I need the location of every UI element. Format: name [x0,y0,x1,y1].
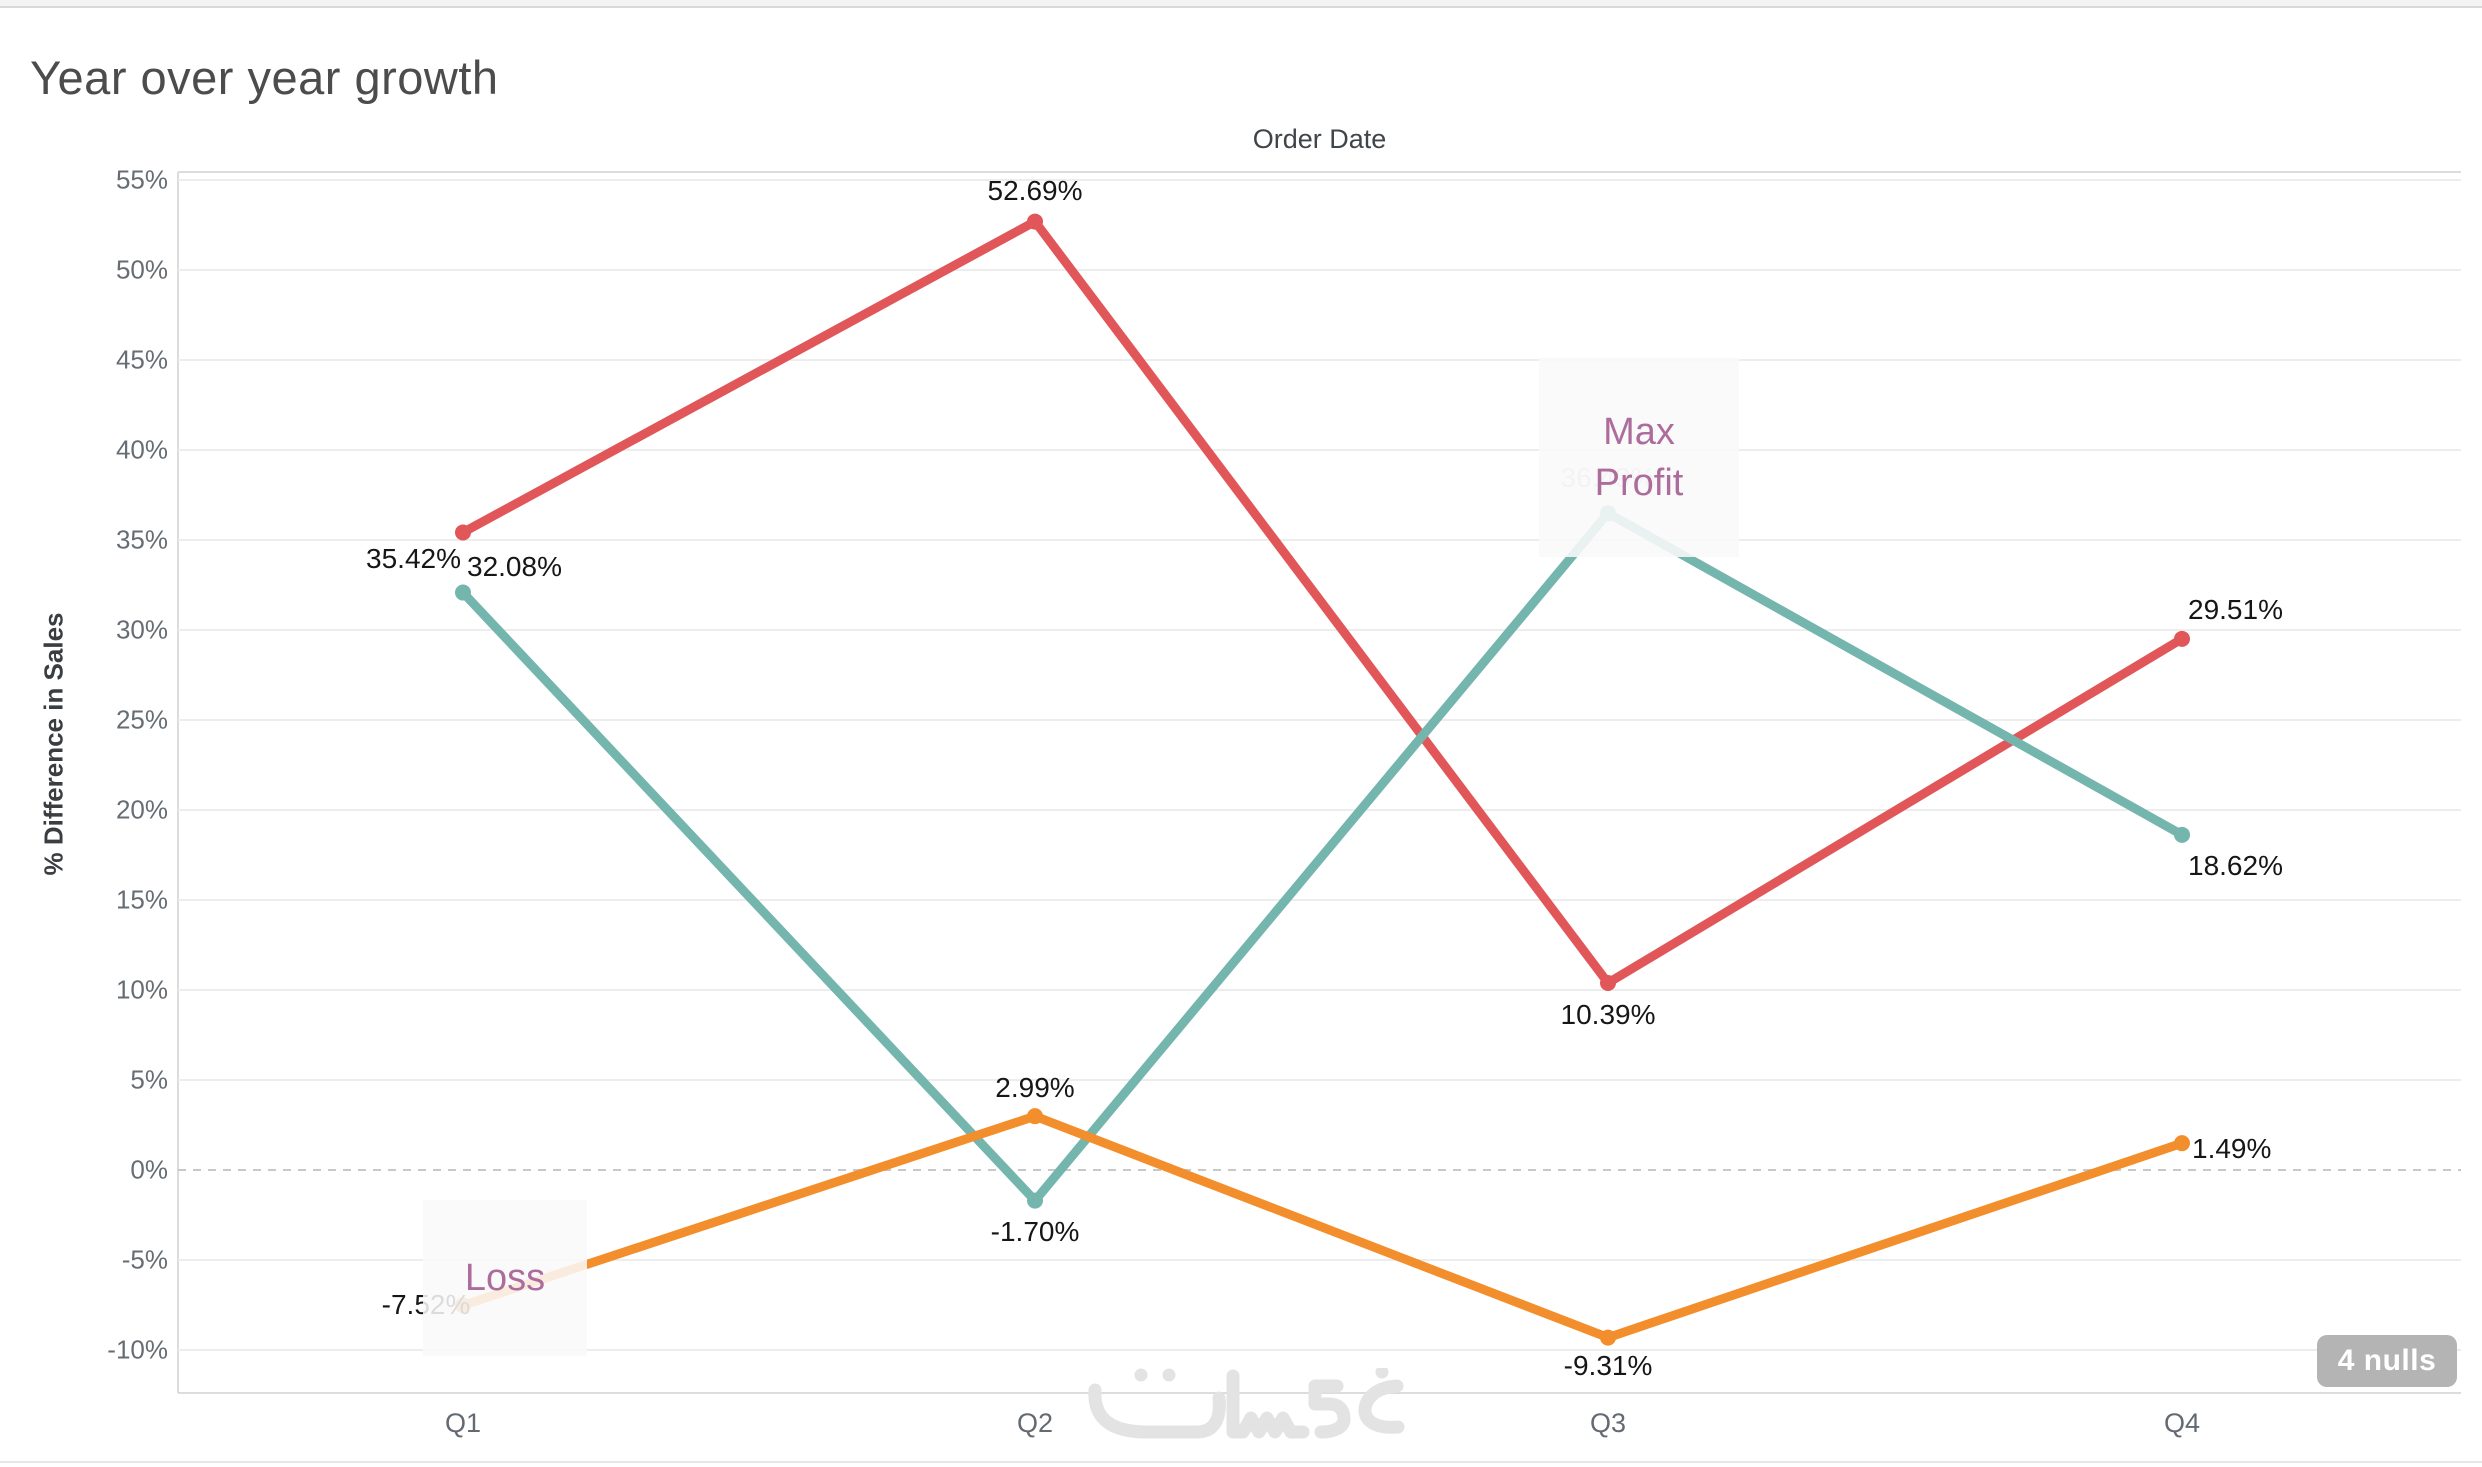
series-point-teal-Q4 [2174,826,2190,843]
series-point-red-Q3 [1600,974,1616,991]
series-point-red-Q2 [1027,213,1043,230]
series-line-teal [458,508,2187,1206]
window-top-edge [0,0,2482,8]
series-point-orange-Q2 [1027,1108,1043,1125]
series-line-red [458,217,2187,988]
series-point-teal-Q1 [455,584,471,601]
khamsat-watermark [1088,1368,1405,1439]
series-line-orange [458,1111,2187,1343]
annotation-loss[interactable]: Loss [423,1200,587,1356]
khamsat-watermark-strokes [1088,1369,1405,1439]
bottom-border [0,1461,2482,1463]
annotation-max-profit[interactable]: Max Profit [1539,358,1739,557]
annotation-loss-text: Loss [464,1256,546,1299]
series-point-red-Q1 [455,524,471,541]
series-point-teal-Q2 [1027,1192,1043,1209]
sheet-title: Year over year growth [30,51,499,104]
series-point-orange-Q3 [1600,1329,1616,1346]
series-point-red-Q4 [2174,630,2190,647]
nulls-indicator-badge[interactable]: 4 nulls [2317,1335,2457,1387]
khamsat-watermark-dots [1134,1368,1389,1382]
x-axis-title: Order Date [1252,124,1387,154]
series-point-orange-Q4 [2174,1135,2190,1152]
annotation-max-profit-text: Max Profit [1594,411,1684,504]
